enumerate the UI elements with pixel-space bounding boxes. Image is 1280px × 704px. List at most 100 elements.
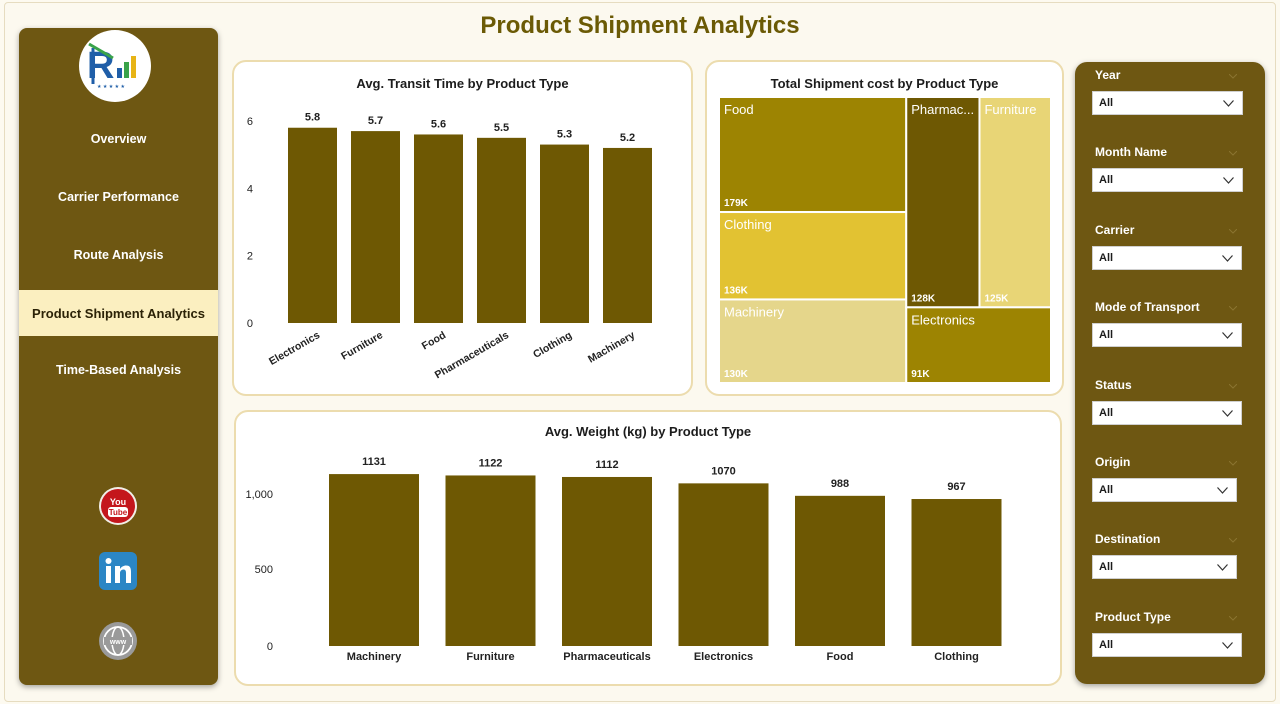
filter-label: Product Type [1095, 609, 1171, 624]
treemap-label: Machinery [724, 304, 784, 319]
nav-overview[interactable]: Overview [19, 122, 218, 156]
data-label: 5.3 [557, 129, 572, 141]
filter-dropdown[interactable]: All [1092, 323, 1242, 348]
bar[interactable] [445, 475, 536, 646]
filter-dropdown[interactable]: All [1092, 168, 1243, 193]
treemap-label: Food [724, 102, 754, 117]
filter-dropdown[interactable]: All [1092, 632, 1242, 657]
bar[interactable] [540, 144, 589, 323]
nav-product-shipment-analytics[interactable]: Product Shipment Analytics [19, 290, 218, 336]
bar[interactable] [795, 495, 885, 646]
linkedin-icon[interactable] [98, 551, 138, 591]
x-tick-label: Pharmaceuticals [563, 651, 650, 663]
bar[interactable] [562, 476, 652, 646]
data-label: 5.6 [431, 118, 446, 130]
chevron-down-icon[interactable] [1229, 383, 1237, 389]
treemap-value: 136K [724, 285, 749, 296]
y-tick-label: 0 [247, 318, 253, 330]
y-tick-label: 4 [247, 183, 253, 195]
weight-chart-title: Avg. Weight (kg) by Product Type [544, 424, 752, 439]
bar[interactable] [351, 131, 400, 323]
data-label: 1112 [595, 459, 618, 471]
filter-dropdown[interactable]: All [1092, 245, 1242, 270]
treemap-tile[interactable] [905, 96, 981, 309]
youtube-icon[interactable]: You Tube [98, 486, 138, 526]
treemap-value: 179K [724, 198, 749, 209]
filter-value: All [1099, 97, 1114, 109]
chevron-down-icon[interactable] [1229, 228, 1237, 234]
svg-text:Tube: Tube [109, 508, 128, 517]
nav-carrier-performance[interactable]: Carrier Performance [19, 180, 218, 214]
chevron-down-icon[interactable] [1229, 461, 1237, 466]
data-label: 5.5 [494, 122, 509, 134]
nav-label: Time-Based Analysis [55, 363, 182, 377]
sidebar: R ★ ★ ★ ★ ★ Overview Carrier Performance… [19, 28, 218, 685]
chevron-down-icon [1222, 254, 1233, 262]
shipment-cost-treemap: Food 179K Clothing 136K Machinery 130K Pharmac… [718, 96, 1052, 384]
cost-chart-title: Total Shipment cost by Product Type [770, 76, 999, 91]
treemap-tile[interactable] [718, 96, 908, 214]
treemap-value: 125K [984, 293, 1009, 304]
x-tick-label: Furniture [466, 651, 514, 663]
filter-dropdown[interactable]: All [1092, 555, 1237, 580]
bar[interactable] [603, 147, 652, 323]
treemap-tile[interactable] [978, 96, 1052, 309]
filter-label: Origin [1095, 455, 1131, 469]
treemap-label: Electronics [911, 312, 975, 327]
filter-value: All [1099, 174, 1114, 187]
x-tick-label: Food [420, 329, 448, 352]
treemap-label: Furniture [984, 102, 1036, 117]
bar[interactable] [288, 127, 337, 323]
y-tick-label: 1,000 [245, 489, 273, 501]
avg-weight-chart: 0 500 1,000 1131 Machinery 1122 Furniture 1112 P… [245, 456, 1002, 663]
chevron-down-icon [1223, 177, 1234, 185]
chevron-down-icon[interactable] [1229, 615, 1237, 621]
filter-value: All [1099, 561, 1114, 574]
chevron-down-icon [1223, 100, 1234, 107]
chevron-down-icon [1222, 641, 1233, 649]
data-label: 5.2 [620, 132, 635, 144]
x-tick-label: Food [827, 651, 854, 663]
transit-time-card: Avg. Transit Time by Product Type 0 2 4 6 5.… [232, 60, 693, 396]
treemap-value: 128K [911, 293, 936, 304]
bar[interactable] [414, 134, 463, 323]
globe-icon[interactable]: www [98, 621, 138, 661]
bar[interactable] [911, 499, 1002, 646]
filter-dropdown[interactable]: All [1092, 400, 1242, 425]
filter-label: Carrier [1095, 222, 1135, 237]
nav-route-analysis[interactable]: Route Analysis [19, 238, 218, 272]
data-label: 1122 [479, 457, 503, 469]
bar[interactable] [329, 474, 419, 646]
filter-label: Mode of Transport [1095, 300, 1200, 315]
filter-value: All [1099, 484, 1114, 496]
company-logo: R ★ ★ ★ ★ ★ [79, 30, 151, 102]
transit-time-chart: 0 2 4 6 5.8 Electronics 5.7 Furniture 5.6 Food 5.5… [247, 112, 652, 381]
chevron-down-icon [1217, 487, 1228, 494]
treemap-value: 130K [724, 369, 749, 380]
nav-label: Overview [90, 132, 147, 146]
filter-value: All [1099, 329, 1114, 342]
y-tick-label: 500 [255, 564, 273, 576]
x-tick-label: Clothing [531, 329, 574, 361]
bar[interactable] [477, 137, 526, 323]
filter-dropdown[interactable]: All [1092, 91, 1243, 115]
data-label: 5.8 [305, 112, 320, 124]
filter-label: Year [1095, 68, 1121, 82]
treemap-value: 91K [911, 369, 930, 380]
avg-weight-card: Avg. Weight (kg) by Product Type 0 500 1,0… [234, 410, 1062, 686]
treemap-tile[interactable] [718, 298, 908, 384]
chevron-down-icon[interactable] [1229, 74, 1237, 79]
bar[interactable] [678, 483, 769, 646]
y-tick-label: 2 [247, 251, 253, 263]
chevron-down-icon[interactable] [1229, 151, 1237, 157]
filter-panel: Year All Month Name All Carrier All Mode of Tr… [1075, 62, 1265, 684]
page-title: Product Shipment Analytics [480, 12, 800, 39]
x-tick-label: Clothing [934, 651, 979, 663]
filter-label: Status [1095, 377, 1132, 392]
nav-time-based-analysis[interactable]: Time-Based Analysis [19, 353, 218, 387]
treemap-tile[interactable] [905, 306, 1052, 384]
chevron-down-icon[interactable] [1229, 538, 1237, 544]
filter-dropdown[interactable]: All [1092, 478, 1237, 502]
chevron-down-icon[interactable] [1229, 306, 1237, 311]
treemap-label: Pharmac... [911, 102, 974, 117]
